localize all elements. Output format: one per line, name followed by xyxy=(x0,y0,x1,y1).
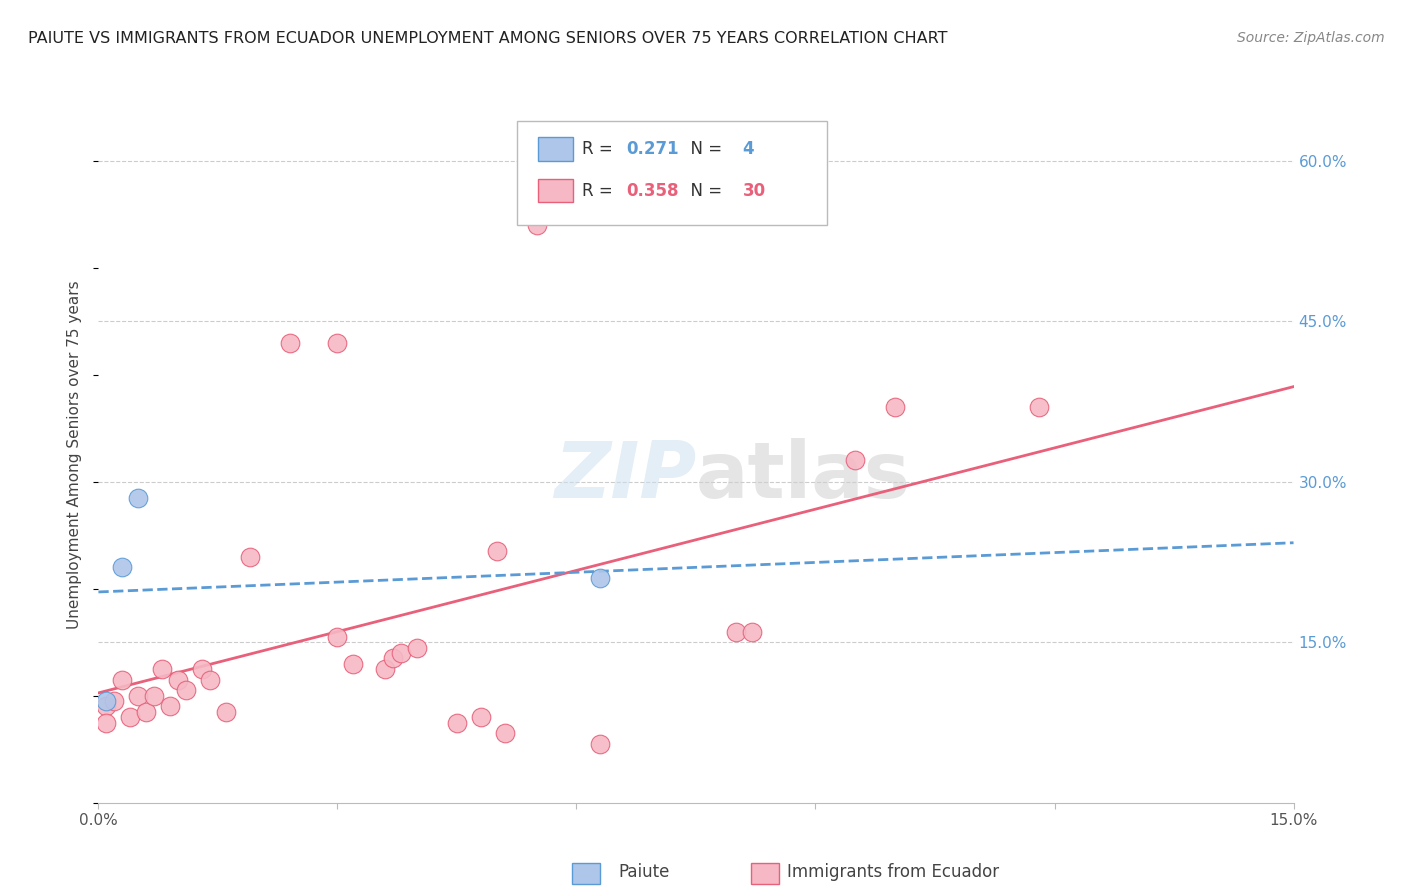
Point xyxy=(127,689,149,703)
Point xyxy=(120,710,142,724)
Text: N =: N = xyxy=(681,140,728,158)
Point xyxy=(143,689,166,703)
FancyBboxPatch shape xyxy=(517,121,827,226)
Point xyxy=(389,646,412,660)
Point xyxy=(96,694,118,708)
Point xyxy=(326,630,349,644)
Text: 30: 30 xyxy=(742,182,766,200)
Point xyxy=(278,335,301,350)
Y-axis label: Unemployment Among Seniors over 75 years: Unemployment Among Seniors over 75 years xyxy=(67,281,83,629)
Text: ZIP: ZIP xyxy=(554,438,696,514)
Point xyxy=(526,218,548,232)
Point xyxy=(103,694,125,708)
Point xyxy=(494,726,516,740)
FancyBboxPatch shape xyxy=(538,178,572,202)
Point xyxy=(1028,400,1050,414)
Point xyxy=(198,673,221,687)
Point xyxy=(150,662,173,676)
Text: N =: N = xyxy=(681,182,728,200)
Text: PAIUTE VS IMMIGRANTS FROM ECUADOR UNEMPLOYMENT AMONG SENIORS OVER 75 YEARS CORRE: PAIUTE VS IMMIGRANTS FROM ECUADOR UNEMPL… xyxy=(28,31,948,46)
Point xyxy=(96,699,118,714)
Point xyxy=(167,673,190,687)
Point xyxy=(239,549,262,564)
Point xyxy=(326,335,349,350)
Text: R =: R = xyxy=(582,140,619,158)
Point xyxy=(96,715,118,730)
Text: Paiute: Paiute xyxy=(619,863,671,881)
Point xyxy=(215,705,238,719)
Point xyxy=(406,640,429,655)
Point xyxy=(485,544,508,558)
Point xyxy=(111,560,134,574)
Point xyxy=(174,683,197,698)
Point xyxy=(470,710,492,724)
Point xyxy=(589,571,612,585)
Text: 4: 4 xyxy=(742,140,754,158)
Point xyxy=(741,624,763,639)
Text: Source: ZipAtlas.com: Source: ZipAtlas.com xyxy=(1237,31,1385,45)
Point xyxy=(844,453,866,467)
Point xyxy=(342,657,364,671)
Text: atlas: atlas xyxy=(696,438,911,514)
Point xyxy=(111,673,134,687)
Point xyxy=(446,715,468,730)
Point xyxy=(135,705,157,719)
Text: 0.358: 0.358 xyxy=(627,182,679,200)
Point xyxy=(589,737,612,751)
Text: Immigrants from Ecuador: Immigrants from Ecuador xyxy=(787,863,1000,881)
Point xyxy=(382,651,405,665)
Point xyxy=(191,662,214,676)
Point xyxy=(374,662,396,676)
Text: R =: R = xyxy=(582,182,619,200)
Text: 0.271: 0.271 xyxy=(627,140,679,158)
Point xyxy=(724,624,747,639)
Point xyxy=(159,699,181,714)
Point xyxy=(127,491,149,505)
FancyBboxPatch shape xyxy=(538,137,572,161)
Point xyxy=(884,400,907,414)
